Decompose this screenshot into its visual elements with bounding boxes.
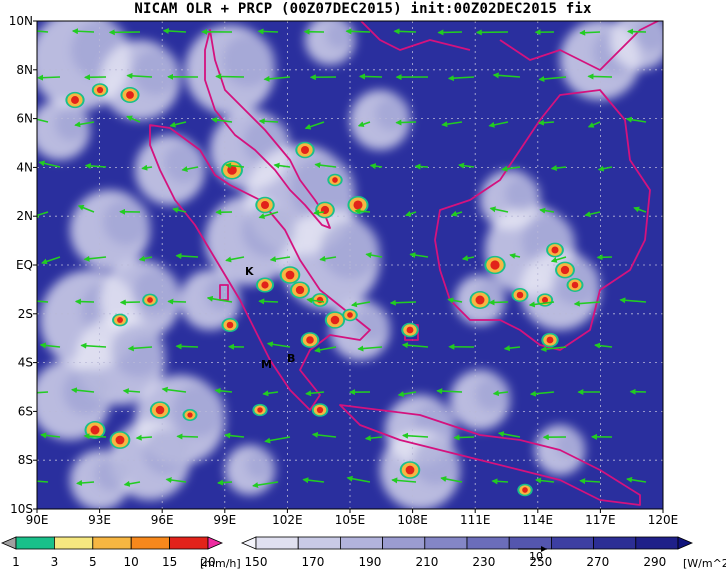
lon-label: 117E (585, 513, 616, 527)
city-marker-b: B (287, 352, 295, 365)
wind-reference: 10 (518, 546, 547, 563)
coastlines (149, 21, 661, 506)
colorbar-tick-label: 5 (89, 555, 97, 569)
colorbar-tick-label: 20 (200, 555, 215, 569)
lat-label: 6N (16, 112, 33, 126)
lat-label: EQ (16, 258, 33, 272)
map-panel (37, 21, 663, 509)
lon-label: 90E (26, 513, 49, 527)
cloud-field (37, 21, 663, 509)
lon-axis-labels: 90E 93E 96E 99E 102E 105E 108E 111E 114E 117E 120E (26, 509, 679, 527)
colorbar-tick-label: 210 (415, 555, 438, 569)
lat-label: 10S (10, 502, 33, 516)
lon-label: 108E (397, 513, 428, 527)
lat-label: 4S (18, 356, 33, 370)
lon-label: 120E (648, 513, 679, 527)
lon-label: 102E (272, 513, 303, 527)
colorbar-tick-label: 150 (245, 555, 268, 569)
city-marker-m: M (261, 358, 272, 371)
lon-label: 93E (88, 513, 111, 527)
colorbar-tick-label: 250 (529, 555, 552, 569)
colorbar-tick-label: 1 (12, 555, 20, 569)
precip-unit: [mm/h] (200, 557, 241, 570)
lon-label: 114E (523, 513, 554, 527)
olr-colorbar: 150 170 190 210 230 250 270 290 (240, 536, 694, 569)
lat-label: 2N (16, 209, 33, 223)
lon-label: 105E (335, 513, 366, 527)
colorbar-tick-label: 290 (643, 555, 666, 569)
colorbar-tick-label: 270 (586, 555, 609, 569)
colorbar-tick-label: 15 (162, 555, 177, 569)
precip-colorbar: 1 3 5 10 15 20 (0, 536, 224, 569)
lon-label: 111E (460, 513, 491, 527)
wind-vectors (37, 27, 647, 489)
figure-title: NICAM OLR + PRCP (00Z07DEC2015) init:00Z… (134, 1, 592, 17)
lat-axis-labels: 10N 8N 6N 4N 2N EQ 2S 4S 6S 8S 10S (9, 14, 37, 516)
colorbar-tick-label: 170 (302, 555, 325, 569)
lat-label: 6S (18, 404, 33, 418)
lat-label: 2S (18, 307, 33, 321)
city-marker-k: K (245, 265, 254, 278)
lat-label: 4N (16, 160, 33, 174)
lat-label: 8S (18, 453, 33, 467)
colorbar-tick-label: 230 (472, 555, 495, 569)
olr-unit: [W/m^2] (683, 557, 726, 570)
lon-label: 96E (151, 513, 174, 527)
lon-label: 99E (213, 513, 236, 527)
wind-reference-label: 10 (529, 550, 543, 563)
colorbar-tick-label: 190 (358, 555, 381, 569)
lat-label: 8N (16, 63, 33, 77)
colorbar-tick-label: 10 (124, 555, 139, 569)
colorbar-tick-label: 3 (51, 555, 59, 569)
lat-label: 10N (9, 14, 33, 28)
